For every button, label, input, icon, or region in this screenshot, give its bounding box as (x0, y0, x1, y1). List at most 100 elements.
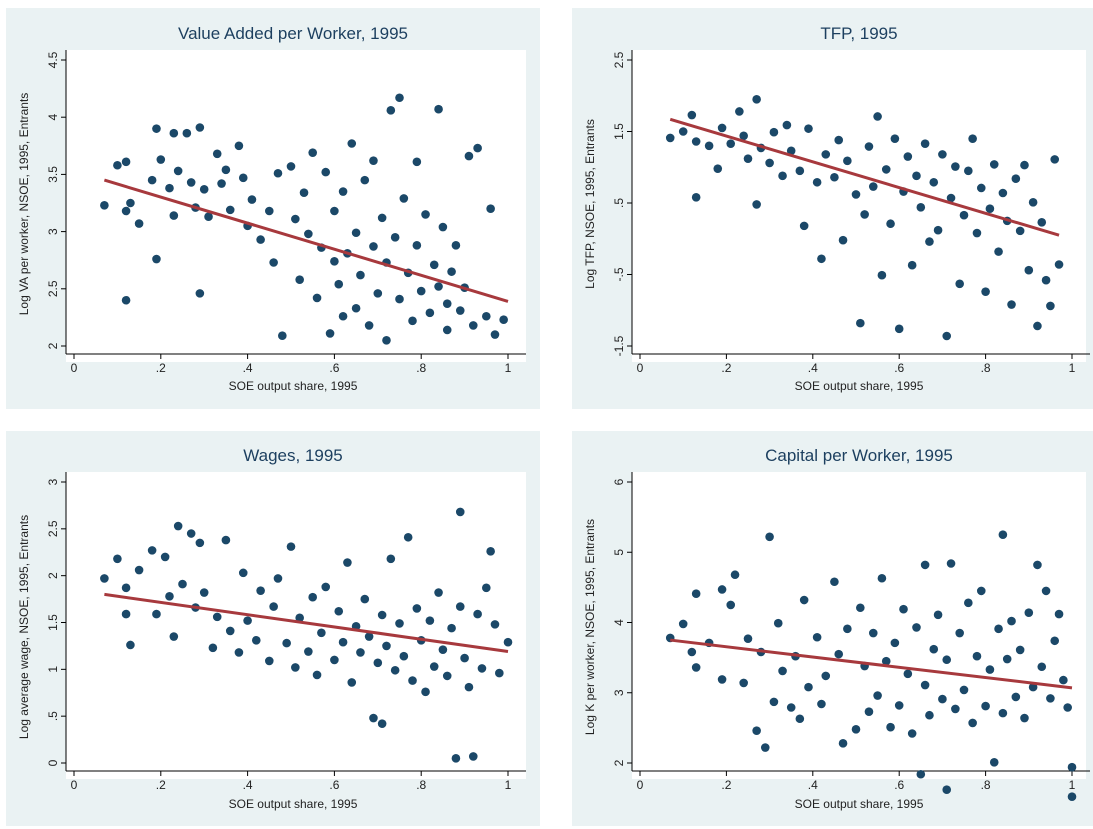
scatter-point (503, 637, 513, 647)
scatter-point (486, 547, 495, 556)
y-tick-label: 2.5 (612, 51, 626, 68)
scatter-point (113, 554, 122, 564)
scatter-point (490, 620, 500, 629)
scatter-point (295, 613, 304, 623)
scatter-point (464, 682, 474, 692)
scatter-point (238, 173, 248, 183)
scatter-point (182, 128, 192, 138)
x-tick-label: .6 (894, 361, 904, 375)
scatter-point (942, 331, 952, 341)
scatter-point (351, 303, 361, 313)
scatter-point (299, 188, 309, 198)
scatter-point (972, 651, 982, 661)
scatter-point (678, 127, 688, 136)
x-tick-label: .8 (416, 778, 426, 792)
scatter-point (959, 685, 969, 695)
scatter-point (390, 233, 400, 242)
scatter-point (920, 139, 930, 148)
scatter-point (903, 152, 913, 161)
scatter-point (886, 722, 895, 732)
plot-area (66, 472, 526, 779)
scatter-point (752, 95, 761, 104)
x-axis-label: SOE output share, 1995 (229, 379, 358, 393)
plot-area (632, 472, 1086, 779)
scatter-point (412, 157, 422, 167)
scatter-point (399, 651, 409, 661)
scatter-point (830, 172, 839, 182)
scatter-point (208, 643, 218, 653)
scatter-point (812, 632, 822, 642)
scatter-point (951, 704, 960, 714)
scatter-point (907, 729, 917, 738)
scatter-point (304, 229, 313, 239)
scatter-point (925, 237, 934, 246)
scatter-point (173, 166, 183, 176)
scatter-point (265, 206, 274, 216)
scatter-point (868, 628, 878, 638)
y-tick-label: 4 (612, 619, 626, 626)
scatter-point (899, 604, 908, 614)
scatter-point (395, 93, 404, 103)
scatter-point (147, 546, 157, 555)
scatter-point (873, 112, 882, 121)
chart-panel-capital-per-worker: Capital per Worker, 1995 SOE output shar… (572, 431, 1093, 826)
scatter-point (1054, 609, 1064, 619)
scatter-point (778, 171, 787, 181)
chart-title: Wages, 1995 (243, 446, 343, 465)
y-tick-label: .5 (612, 198, 626, 208)
scatter-point (395, 294, 404, 304)
scatter-point (308, 148, 318, 157)
scatter-point (273, 574, 283, 583)
x-axis-label: SOE output share, 1995 (229, 797, 358, 811)
scatter-point (916, 202, 926, 212)
y-tick-label: 3 (46, 478, 60, 485)
scatter-point (691, 192, 701, 202)
scatter-point (382, 335, 391, 345)
scatter-point (804, 124, 813, 133)
scatter-point (291, 663, 300, 672)
scatter-point (933, 610, 943, 620)
x-tick-label: 1 (1069, 361, 1076, 375)
scatter-point (851, 724, 861, 734)
scatter-point (464, 151, 474, 161)
scatter-point (234, 141, 244, 151)
chart-svg: Value Added per Worker, 1995 SOE output … (17, 24, 526, 393)
scatter-point (186, 529, 196, 538)
y-tick-label: 6 (612, 478, 626, 485)
plot-area (632, 50, 1086, 362)
scatter-point (890, 638, 900, 648)
scatter-point (994, 624, 1003, 634)
scatter-point (395, 619, 404, 628)
scatter-point (998, 708, 1008, 718)
scatter-point (739, 131, 748, 141)
scatter-point (843, 624, 852, 634)
scatter-point (204, 212, 213, 222)
scatter-point (356, 270, 365, 280)
chart-svg: Capital per Worker, 1995 SOE output shar… (583, 446, 1090, 811)
scatter-point (735, 107, 744, 116)
scatter-point (894, 701, 904, 710)
scatter-point (1020, 713, 1029, 723)
y-tick-label: 1 (46, 666, 60, 673)
scatter-point (760, 743, 770, 752)
x-tick-label: 1 (1069, 778, 1076, 792)
x-axis-label: SOE output share, 1995 (795, 379, 924, 393)
x-tick-label: .8 (981, 361, 991, 375)
x-tick-label: .4 (243, 778, 253, 792)
scatter-point (265, 656, 274, 666)
scatter-point (169, 632, 179, 641)
scatter-point (1067, 762, 1077, 772)
scatter-point (382, 641, 391, 651)
x-tick-label: .8 (981, 778, 991, 792)
scatter-point (126, 198, 135, 208)
y-tick-label: 3 (46, 228, 60, 235)
scatter-point (152, 124, 161, 133)
scatter-point (121, 206, 131, 216)
scatter-point (920, 560, 930, 570)
scatter-point (377, 213, 387, 223)
scatter-point (1011, 692, 1021, 702)
scatter-point (121, 295, 131, 305)
scatter-point (1011, 174, 1021, 183)
scatter-point (1037, 218, 1047, 227)
scatter-point (195, 289, 205, 298)
